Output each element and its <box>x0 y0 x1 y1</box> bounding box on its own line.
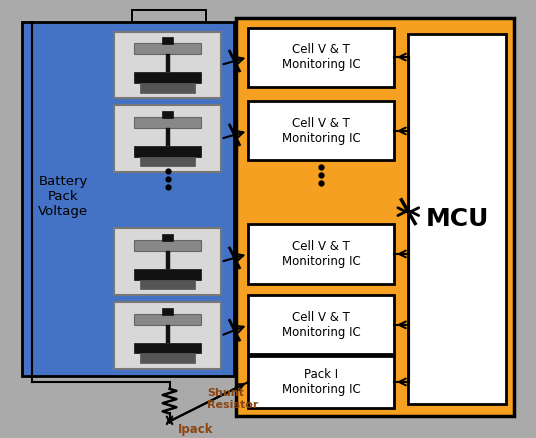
Bar <box>134 146 201 156</box>
Bar <box>134 269 201 279</box>
Bar <box>408 35 506 403</box>
Bar <box>162 37 174 44</box>
Bar <box>140 279 195 290</box>
Bar <box>140 156 195 166</box>
Text: Cell V & T
Monitoring IC: Cell V & T Monitoring IC <box>282 117 361 145</box>
Bar <box>236 18 514 417</box>
Bar <box>134 314 201 325</box>
Text: Cell V & T
Monitoring IC: Cell V & T Monitoring IC <box>282 43 361 71</box>
Bar <box>134 240 201 251</box>
Bar <box>162 234 174 241</box>
Bar <box>134 343 201 353</box>
Text: Battery
Pack
Voltage: Battery Pack Voltage <box>38 175 88 219</box>
Text: MCU: MCU <box>425 207 489 231</box>
Bar <box>115 228 221 295</box>
Bar <box>166 54 169 72</box>
Bar <box>140 353 195 363</box>
Bar <box>248 295 394 354</box>
Bar <box>248 224 394 283</box>
Text: Pack I
Monitoring IC: Pack I Monitoring IC <box>282 368 361 396</box>
Bar <box>248 101 394 160</box>
Bar <box>134 117 201 128</box>
Bar <box>134 43 201 54</box>
Bar <box>248 28 394 87</box>
Bar <box>162 308 174 315</box>
Bar <box>115 32 221 99</box>
Bar <box>248 357 394 407</box>
Text: Ipack: Ipack <box>177 423 213 436</box>
Bar <box>140 83 195 92</box>
Bar <box>132 10 206 21</box>
Bar <box>166 128 169 146</box>
Bar <box>166 325 169 343</box>
Bar <box>115 302 221 369</box>
Text: Shunt
Resistor: Shunt Resistor <box>207 389 258 410</box>
Bar <box>22 21 234 376</box>
Bar <box>134 72 201 83</box>
Text: Cell V & T
Monitoring IC: Cell V & T Monitoring IC <box>282 311 361 339</box>
Text: Cell V & T
Monitoring IC: Cell V & T Monitoring IC <box>282 240 361 268</box>
Bar <box>115 105 221 172</box>
Bar <box>162 111 174 118</box>
Bar <box>166 251 169 269</box>
